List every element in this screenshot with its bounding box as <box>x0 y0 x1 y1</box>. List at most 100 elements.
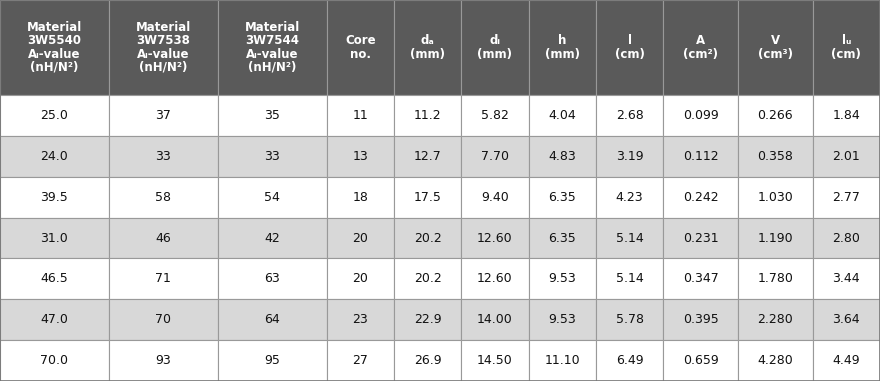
Text: 35: 35 <box>264 109 280 122</box>
Bar <box>217 136 326 177</box>
Text: l: l <box>627 34 632 47</box>
Bar <box>109 0 217 95</box>
Bar <box>326 218 394 258</box>
Text: 0.659: 0.659 <box>683 354 719 367</box>
Text: 14.50: 14.50 <box>477 354 513 367</box>
Text: 25.0: 25.0 <box>40 109 69 122</box>
Text: 2.01: 2.01 <box>832 150 860 163</box>
Bar <box>812 258 880 299</box>
Bar <box>326 136 394 177</box>
Bar <box>529 0 596 95</box>
Bar <box>812 95 880 136</box>
Bar <box>109 95 217 136</box>
Text: 12.60: 12.60 <box>477 232 513 245</box>
Bar <box>326 258 394 299</box>
Text: 3.44: 3.44 <box>832 272 860 285</box>
Text: 37: 37 <box>155 109 172 122</box>
Text: 33: 33 <box>264 150 280 163</box>
Text: 0.242: 0.242 <box>683 190 718 203</box>
Bar <box>394 136 461 177</box>
Bar <box>0 299 109 340</box>
Text: 12.7: 12.7 <box>414 150 442 163</box>
Bar <box>461 177 529 218</box>
Text: Material: Material <box>26 21 82 34</box>
Text: 4.04: 4.04 <box>548 109 576 122</box>
Text: 4.280: 4.280 <box>758 354 793 367</box>
Text: 4.23: 4.23 <box>616 190 643 203</box>
Bar <box>0 177 109 218</box>
Bar <box>461 299 529 340</box>
Bar <box>812 177 880 218</box>
Text: 9.40: 9.40 <box>481 190 509 203</box>
Bar <box>529 258 596 299</box>
Text: 2.77: 2.77 <box>832 190 861 203</box>
Text: 0.395: 0.395 <box>683 313 719 326</box>
Bar <box>738 136 812 177</box>
Bar <box>529 299 596 340</box>
Bar <box>461 136 529 177</box>
Text: Aₗ-value: Aₗ-value <box>137 48 189 61</box>
Text: 18: 18 <box>352 190 368 203</box>
Bar <box>394 340 461 381</box>
Text: 6.35: 6.35 <box>548 190 576 203</box>
Text: no.: no. <box>349 48 370 61</box>
Bar <box>812 136 880 177</box>
Text: A: A <box>696 34 705 47</box>
Text: 1.190: 1.190 <box>758 232 793 245</box>
Bar <box>738 299 812 340</box>
Bar <box>529 177 596 218</box>
Bar <box>0 218 109 258</box>
Bar <box>664 299 738 340</box>
Bar <box>529 340 596 381</box>
Text: 1.780: 1.780 <box>758 272 793 285</box>
Bar <box>596 340 664 381</box>
Bar <box>217 340 326 381</box>
Bar <box>461 218 529 258</box>
Text: 3W7544: 3W7544 <box>246 34 299 47</box>
Bar <box>394 218 461 258</box>
Bar <box>664 95 738 136</box>
Bar <box>738 258 812 299</box>
Text: 6.35: 6.35 <box>548 232 576 245</box>
Bar <box>217 258 326 299</box>
Bar <box>664 258 738 299</box>
Text: Material: Material <box>136 21 191 34</box>
Text: h: h <box>558 34 567 47</box>
Text: 17.5: 17.5 <box>414 190 442 203</box>
Bar <box>596 258 664 299</box>
Text: 2.280: 2.280 <box>758 313 793 326</box>
Text: 0.231: 0.231 <box>683 232 718 245</box>
Bar <box>596 136 664 177</box>
Text: Aₗ-value: Aₗ-value <box>28 48 81 61</box>
Text: 0.112: 0.112 <box>683 150 718 163</box>
Text: lᵤ: lᵤ <box>841 34 851 47</box>
Text: 3.19: 3.19 <box>616 150 643 163</box>
Bar <box>596 177 664 218</box>
Bar <box>217 95 326 136</box>
Text: 71: 71 <box>155 272 172 285</box>
Text: V: V <box>771 34 780 47</box>
Bar <box>394 299 461 340</box>
Bar <box>217 0 326 95</box>
Text: 4.49: 4.49 <box>832 354 860 367</box>
Bar <box>109 136 217 177</box>
Text: 14.00: 14.00 <box>477 313 513 326</box>
Bar <box>326 177 394 218</box>
Bar <box>0 95 109 136</box>
Bar <box>0 136 109 177</box>
Bar <box>812 340 880 381</box>
Bar <box>326 95 394 136</box>
Bar <box>738 95 812 136</box>
Text: 5.82: 5.82 <box>481 109 509 122</box>
Bar <box>738 340 812 381</box>
Text: 5.14: 5.14 <box>616 272 643 285</box>
Bar <box>664 136 738 177</box>
Text: 11.2: 11.2 <box>414 109 442 122</box>
Text: 20: 20 <box>352 232 368 245</box>
Bar <box>394 95 461 136</box>
Bar <box>109 177 217 218</box>
Text: 0.347: 0.347 <box>683 272 719 285</box>
Text: 58: 58 <box>155 190 172 203</box>
Text: 47.0: 47.0 <box>40 313 69 326</box>
Bar <box>326 299 394 340</box>
